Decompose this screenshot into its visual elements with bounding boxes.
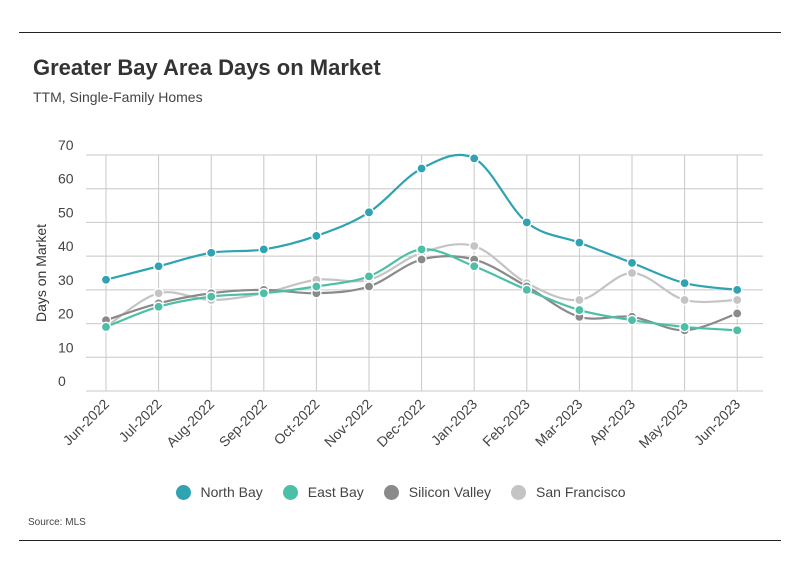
y-tick-label: 70 xyxy=(58,137,74,153)
x-tick-label: Aug-2022 xyxy=(163,396,217,450)
east-bay-point xyxy=(416,244,427,255)
legend-label: East Bay xyxy=(307,484,364,500)
san-francisco-point xyxy=(574,294,585,306)
x-tick-label: Sep-2022 xyxy=(216,396,270,450)
east-bay-point xyxy=(626,314,638,326)
x-tick-label: Jun-2022 xyxy=(60,396,113,449)
y-axis-label: Days on Market xyxy=(33,224,49,322)
bottom-rule xyxy=(19,540,781,541)
y-tick-label: 60 xyxy=(58,171,74,187)
east-bay-point xyxy=(153,301,164,313)
silicon-valley-point xyxy=(363,281,375,292)
chart-subtitle: TTM, Single-Family Homes xyxy=(33,89,203,105)
chart-title: Greater Bay Area Days on Market xyxy=(33,55,381,80)
legend-item-north-bay: North Bay xyxy=(175,484,263,500)
x-tick-label: Jun-2023 xyxy=(691,396,744,449)
legend-item-east-bay: East Bay xyxy=(282,484,364,500)
x-tick-label: Jul-2022 xyxy=(115,396,164,445)
east-bay-point xyxy=(363,271,375,282)
y-tick-label: 40 xyxy=(58,238,74,254)
x-tick-label: Dec-2022 xyxy=(373,396,427,450)
y-tick-label: 0 xyxy=(58,373,66,389)
legend-item-silicon-valley: Silicon Valley xyxy=(383,484,492,500)
east-bay-point xyxy=(521,284,533,296)
top-rule xyxy=(19,32,781,33)
north-bay-point xyxy=(258,244,270,255)
north-bay-point xyxy=(153,260,164,272)
east-bay-point xyxy=(258,287,270,299)
legend-swatch xyxy=(282,484,298,500)
y-tick-label: 30 xyxy=(58,272,74,288)
san-francisco-point xyxy=(731,294,743,306)
x-tick-label: Jan-2023 xyxy=(428,396,481,449)
east-bay-point xyxy=(574,304,585,316)
y-tick-label: 50 xyxy=(58,204,74,220)
y-tick-label: 20 xyxy=(58,306,74,322)
x-tick-label: Mar-2023 xyxy=(532,396,586,450)
north-bay-point xyxy=(311,230,322,242)
x-tick-label: May-2023 xyxy=(635,396,690,451)
legend-label: North Bay xyxy=(200,484,263,500)
north-bay-point xyxy=(731,284,743,296)
east-bay-point xyxy=(311,281,322,292)
legend-swatch xyxy=(511,484,527,500)
san-francisco-point xyxy=(679,294,690,306)
source-note: Source: MLS xyxy=(28,517,86,528)
y-tick-label: 10 xyxy=(58,339,74,355)
north-bay-point xyxy=(468,153,480,164)
north-bay-point xyxy=(626,257,638,269)
north-bay-point xyxy=(679,277,690,289)
san-francisco-point xyxy=(153,287,164,299)
north-bay-point xyxy=(205,247,217,259)
east-bay-point xyxy=(468,260,480,272)
east-bay-point xyxy=(100,321,112,333)
x-tick-label: Feb-2023 xyxy=(479,396,533,450)
legend-item-san-francisco: San Francisco xyxy=(511,484,626,500)
legend-label: Silicon Valley xyxy=(408,484,492,500)
east-bay-point xyxy=(679,321,690,333)
north-bay-point xyxy=(416,163,427,174)
chart-legend: North Bay East Bay Silicon Valley San Franc… xyxy=(0,484,801,500)
east-bay-point xyxy=(731,325,743,336)
north-bay-point xyxy=(574,237,585,248)
east-bay-point xyxy=(205,291,217,302)
x-tick-label: Nov-2022 xyxy=(321,396,375,450)
line-chart: 0 10 20 30 40 50 60 70 Jun-2022 Jul-2022Aug-2022S… xyxy=(33,137,763,451)
x-tick-label: Oct-2022 xyxy=(270,396,322,448)
silicon-valley-point xyxy=(416,254,427,265)
north-bay-point xyxy=(521,217,533,228)
legend-swatch xyxy=(175,484,191,500)
legend-label: San Francisco xyxy=(536,484,626,500)
north-bay-point xyxy=(363,207,375,218)
x-tick-label: Apr-2023 xyxy=(586,396,638,448)
san-francisco-point xyxy=(626,267,638,279)
legend-swatch xyxy=(383,484,399,500)
north-bay-point xyxy=(100,274,112,286)
san-francisco-point xyxy=(468,240,480,252)
silicon-valley-point xyxy=(731,308,743,319)
